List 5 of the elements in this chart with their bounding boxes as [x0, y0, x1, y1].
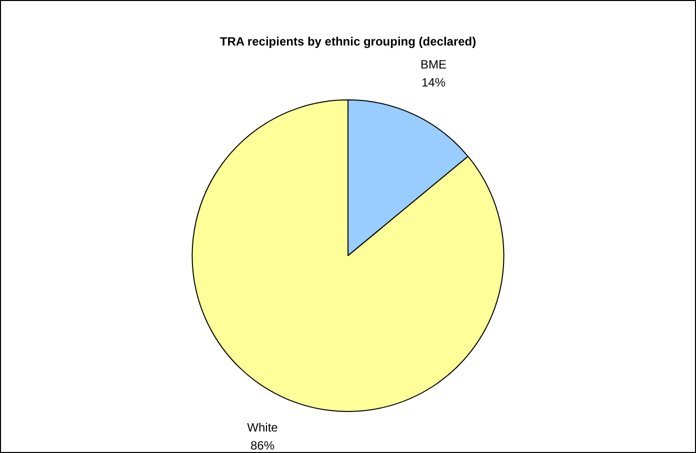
- data-label: 86%: [250, 438, 275, 453]
- slice-label: White: [247, 420, 278, 435]
- data-label: 14%: [421, 75, 446, 90]
- chart-title: TRA recipients by ethnic grouping (declared): [220, 34, 476, 49]
- slice-label: BME: [420, 57, 447, 72]
